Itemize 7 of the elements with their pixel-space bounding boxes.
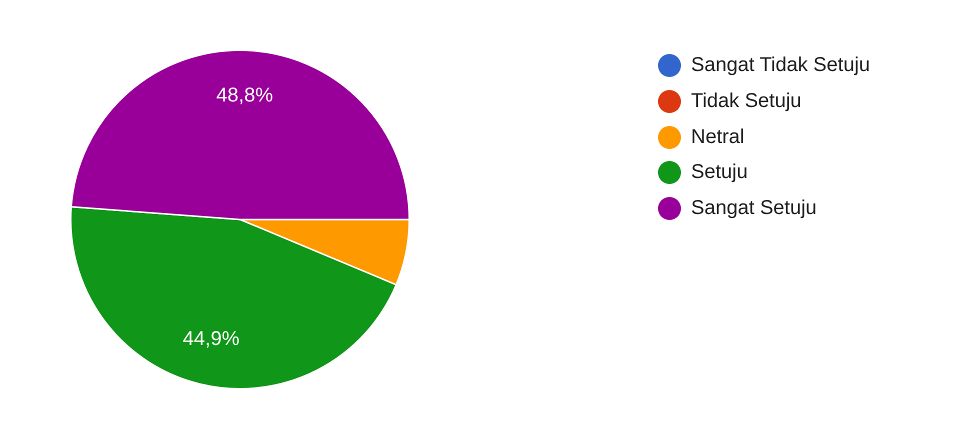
- legend-label: Tidak Setuju: [691, 90, 802, 114]
- data-label: 48,8%: [216, 84, 274, 107]
- legend-label: Sangat Tidak Setuju: [691, 54, 870, 78]
- legend-label: Sangat Setuju: [691, 197, 817, 220]
- data-label: 44,9%: [182, 328, 240, 350]
- legend-label: Netral: [691, 126, 744, 149]
- legend-label: Setuju: [691, 161, 748, 184]
